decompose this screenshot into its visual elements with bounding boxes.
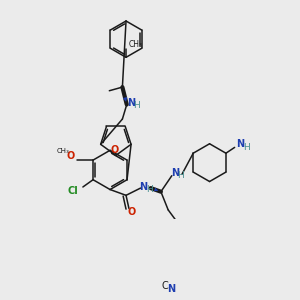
Text: H: H — [244, 143, 250, 152]
Text: H: H — [146, 185, 153, 194]
Text: H: H — [134, 101, 140, 110]
Text: Cl: Cl — [68, 186, 79, 196]
Text: CH₃: CH₃ — [56, 148, 69, 154]
Text: N: N — [127, 98, 135, 108]
Text: H: H — [177, 171, 184, 180]
Text: O: O — [110, 145, 118, 154]
Text: N: N — [167, 284, 175, 294]
Text: O: O — [67, 151, 75, 161]
Text: N: N — [236, 140, 244, 149]
Text: O: O — [128, 207, 136, 217]
Text: N: N — [140, 182, 148, 192]
Text: N: N — [171, 168, 179, 178]
Text: CH₃: CH₃ — [129, 40, 143, 49]
Text: C: C — [162, 281, 168, 291]
